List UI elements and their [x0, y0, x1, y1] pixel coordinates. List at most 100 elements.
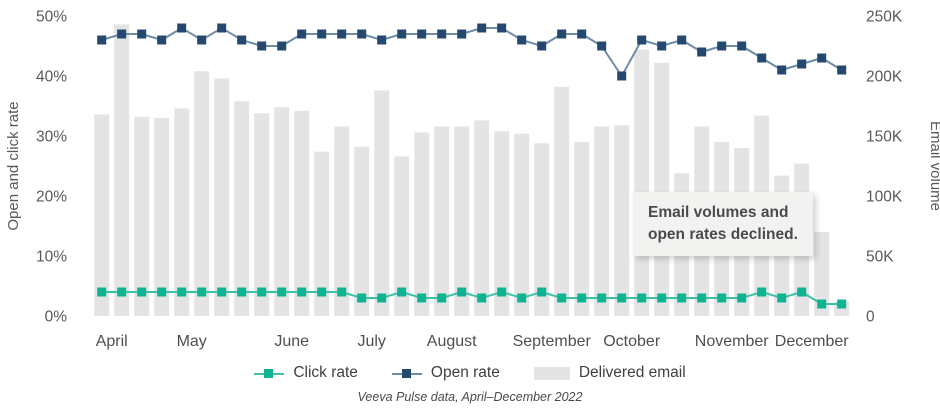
click-rate-marker: [97, 287, 107, 297]
click-rate-marker: [437, 293, 447, 303]
click-rate-marker: [197, 287, 207, 297]
click-rate-marker: [677, 293, 687, 303]
click-rate-marker: [717, 293, 727, 303]
click-rate-series: [97, 287, 847, 309]
delivered-email-bar: [434, 126, 450, 317]
click-rate-marker: [637, 293, 647, 303]
click-rate-marker: [657, 293, 667, 303]
open-rate-line: [101, 26, 843, 78]
click-rate-marker: [317, 287, 327, 297]
open-rate-marker: [557, 29, 567, 39]
delivered-email-bar: [354, 146, 370, 316]
open-rate-marker: [317, 29, 327, 39]
right-axis-tick-labels: 0 50K 100K 150K 200K 250K: [866, 9, 903, 326]
click-rate-marker: [257, 287, 267, 297]
delivered-email-bar: [394, 156, 410, 316]
delivered-email-bar: [314, 151, 330, 316]
open-rate-marker: [637, 35, 647, 45]
right-axis-tick: 0: [866, 309, 875, 326]
delivered-email-bar: [134, 116, 150, 316]
click-rate-marker: [817, 299, 827, 309]
open-rate-marker: [397, 29, 407, 39]
delivered-email-bar: [574, 142, 590, 316]
click-rate-marker: [277, 287, 287, 297]
click-rate-marker: [457, 287, 467, 297]
open-rate-marker: [217, 23, 227, 33]
click-rate-marker: [217, 287, 227, 297]
right-axis-title: Email volume: [927, 121, 940, 211]
open-rate-marker: [237, 35, 247, 45]
open-rate-marker: [457, 29, 467, 39]
open-rate-marker: [297, 29, 307, 39]
month-label: September: [513, 333, 592, 350]
delivered-email-bar: [214, 78, 230, 317]
open-rate-legend-marker-icon: [391, 368, 422, 378]
open-rate-marker: [277, 41, 287, 51]
right-axis-tick: 200K: [866, 69, 903, 86]
click-rate-marker: [497, 287, 507, 297]
source-caption: Veeva Pulse data, April–December 2022: [357, 390, 583, 404]
left-axis-tick: 10%: [36, 249, 67, 266]
legend-item-delivered-email: Delivered email: [533, 364, 686, 382]
delivered-email-bar: [94, 114, 110, 317]
click-rate-marker: [537, 287, 547, 297]
legend-item-click-rate: Click rate: [254, 364, 358, 382]
click-rate-marker: [417, 293, 427, 303]
open-rate-marker: [497, 23, 507, 33]
open-rate-marker: [677, 35, 687, 45]
click-rate-marker: [177, 287, 187, 297]
legend-label-delivered-email: Delivered email: [578, 364, 686, 381]
left-axis-title: Open and click rate: [5, 101, 22, 230]
open-rate-marker: [437, 29, 447, 39]
click-rate-marker: [357, 293, 367, 303]
delivered-email-bar: [334, 126, 350, 317]
open-rate-marker: [477, 23, 487, 33]
click-rate-marker: [577, 293, 587, 303]
left-axis-tick-labels: 0% 10% 20% 30% 40% 50%: [36, 9, 67, 326]
delivered-email-bar: [374, 90, 390, 317]
delivered-email-bar: [234, 101, 250, 316]
delivered-email-bar: [174, 108, 190, 317]
delivered-email-bar: [154, 118, 170, 316]
delivered-email-bar: [814, 232, 830, 316]
open-rate-marker: [257, 41, 267, 51]
delivered-email-bar: [634, 49, 650, 316]
delivered-email-bar: [554, 86, 570, 316]
annotation-text-line1: Email volumes and: [648, 204, 789, 221]
click-rate-marker: [797, 287, 807, 297]
click-rate-marker: [117, 287, 127, 297]
left-axis-tick: 0%: [45, 309, 68, 326]
click-rate-marker: [737, 293, 747, 303]
click-rate-marker: [517, 293, 527, 303]
delivered-email-bar: [514, 133, 530, 316]
click-rate-marker: [557, 293, 567, 303]
open-rate-marker: [717, 41, 727, 51]
month-label: December: [775, 333, 849, 350]
open-rate-marker: [117, 29, 127, 39]
annotation-callout: Email volumes and open rates declined.: [633, 192, 813, 256]
click-rate-marker: [337, 287, 347, 297]
open-rate-marker: [737, 41, 747, 51]
legend-label-open-rate: Open rate: [430, 364, 500, 381]
right-axis-tick: 250K: [866, 9, 903, 26]
open-rate-marker: [97, 35, 107, 45]
click-rate-marker: [397, 287, 407, 297]
right-axis-tick: 100K: [866, 189, 903, 206]
delivered-email-bar: [474, 120, 490, 317]
click-rate-marker: [477, 293, 487, 303]
open-rate-marker: [577, 29, 587, 39]
left-axis-tick: 30%: [36, 129, 67, 146]
delivered-email-bar: [494, 131, 510, 316]
legend: Click rate Open rate Delivered email: [0, 364, 940, 382]
open-rate-marker: [157, 35, 167, 45]
click-rate-marker: [757, 287, 767, 297]
delivered-email-bar: [194, 71, 210, 316]
month-label: July: [357, 333, 385, 350]
click-rate-marker: [837, 299, 847, 309]
delivered-email-bar: [654, 62, 670, 316]
open-rate-marker: [517, 35, 527, 45]
open-rate-marker: [757, 53, 767, 63]
click-rate-legend-marker-icon: [254, 368, 285, 378]
